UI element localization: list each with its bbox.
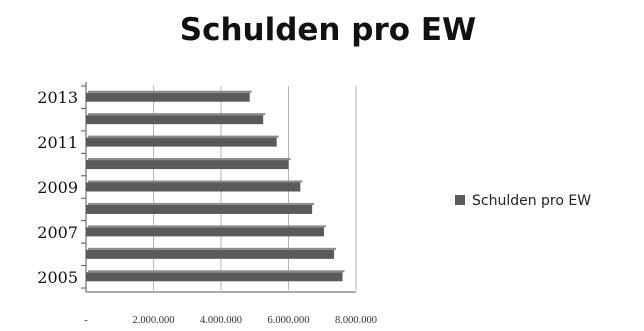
bar (86, 272, 343, 282)
y-tick-label: 2009 (37, 178, 78, 197)
x-axis-ticks: - 2.000.000 4.000.000 6.000.000 8.000.000 (84, 315, 377, 326)
y-tick-label: 2005 (37, 268, 78, 287)
bar (86, 227, 324, 237)
y-tick-label: 2011 (37, 133, 78, 152)
bar-top-face (88, 135, 279, 138)
bar-top-face (88, 158, 291, 161)
legend-label: Schulden pro EW (472, 193, 591, 209)
chart-title: Schulden pro EW (180, 12, 476, 48)
y-tick-label: 2007 (37, 223, 78, 242)
legend: Schulden pro EW (455, 193, 591, 209)
bar-top-face (88, 90, 252, 93)
y-tick-label: 2013 (37, 88, 78, 107)
bar (86, 249, 335, 259)
bar-top-face (88, 225, 326, 228)
bar (86, 160, 289, 170)
legend-swatch (455, 195, 465, 205)
x-tick-label: - (84, 315, 88, 326)
y-axis-ticks: 2005 2007 2009 2011 2013 (37, 88, 78, 287)
bar (86, 182, 301, 192)
x-tick-label: 2.000.000 (133, 315, 175, 326)
bar-top-face (88, 180, 303, 183)
x-tick-label: 6.000.000 (268, 315, 310, 326)
axes (81, 82, 356, 293)
bar (86, 92, 250, 102)
x-tick-label: 4.000.000 (200, 315, 242, 326)
bar-top-face (88, 247, 337, 250)
bar (86, 137, 277, 147)
x-tick-label: 8.000.000 (335, 315, 377, 326)
bars (86, 90, 345, 282)
bar-top-face (88, 270, 345, 273)
bar (86, 115, 264, 125)
bar-top-face (88, 202, 315, 205)
bar-top-face (88, 113, 266, 116)
bar (86, 204, 313, 214)
